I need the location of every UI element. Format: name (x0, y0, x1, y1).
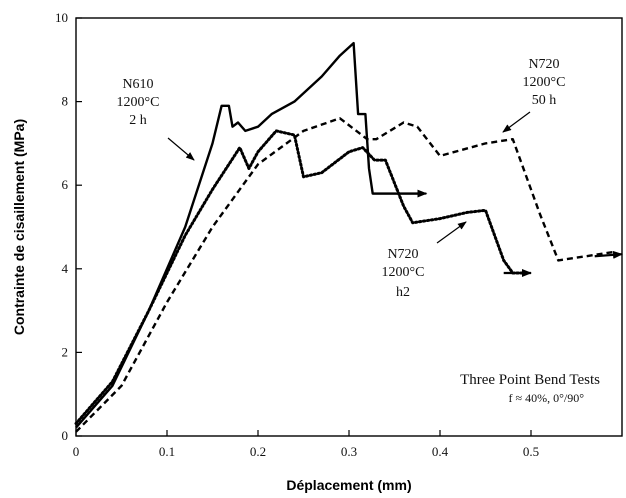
annotation-n720-50h-line2: 1200°C (523, 75, 566, 90)
y-tick-label: 0 (62, 428, 69, 443)
y-tick-label: 4 (62, 261, 69, 276)
annotation-n720-50h: N720 1200°C 50 h (502, 57, 566, 133)
y-tick-label: 6 (62, 177, 69, 192)
annotation-n610-line1: N610 (122, 77, 153, 92)
annotation-n610: N610 1200°C 2 h (117, 77, 195, 161)
failure-arrow-3 (594, 250, 623, 259)
annotation-n610-line3: 2 h (129, 113, 147, 128)
series-line-3-dashed (75, 117, 614, 433)
x-axis-ticks: 0 0.1 0.2 0.3 0.4 0.5 (73, 430, 539, 459)
annotation-n720-h2: N720 1200°C h2 (382, 221, 467, 300)
note-subtitle: f ≈ 40%, 0°/90° (508, 391, 584, 405)
y-axis-ticks: 0 2 4 6 8 10 (55, 10, 82, 443)
y-tick-label: 10 (55, 10, 68, 25)
annotation-n720-h2-line2: 1200°C (382, 265, 425, 280)
y-axis-title: Contrainte de cisaillement (MPa) (11, 119, 27, 335)
arrow-layer (372, 189, 623, 277)
annotation-n720-h2-pointer (436, 221, 467, 244)
x-tick-label: 0.2 (250, 444, 266, 459)
annotation-n610-pointer (167, 137, 195, 161)
x-tick-label: 0.3 (341, 444, 357, 459)
x-tick-label: 0 (73, 444, 80, 459)
x-tick-label: 0.4 (432, 444, 449, 459)
series-line-1-solid (75, 41, 422, 429)
annotation-n720-h2-line3: h2 (396, 285, 410, 300)
annotation-n610-line2: 1200°C (117, 95, 160, 110)
x-tick-label: 0.5 (523, 444, 539, 459)
note-title: Three Point Bend Tests (460, 372, 600, 388)
x-tick-label: 0.1 (159, 444, 175, 459)
annotation-n720-h2-line1: N720 (387, 247, 418, 262)
annotation-n720-50h-line3: 50 h (532, 93, 557, 108)
series-layer (74, 41, 614, 433)
y-tick-label: 8 (62, 94, 69, 109)
y-tick-label: 2 (62, 344, 69, 359)
series-line-2-dotted (74, 129, 524, 425)
annotation-n720-50h-pointer (502, 111, 531, 133)
x-axis-title: Déplacement (mm) (286, 477, 411, 493)
annotation-n720-50h-line1: N720 (528, 57, 559, 72)
